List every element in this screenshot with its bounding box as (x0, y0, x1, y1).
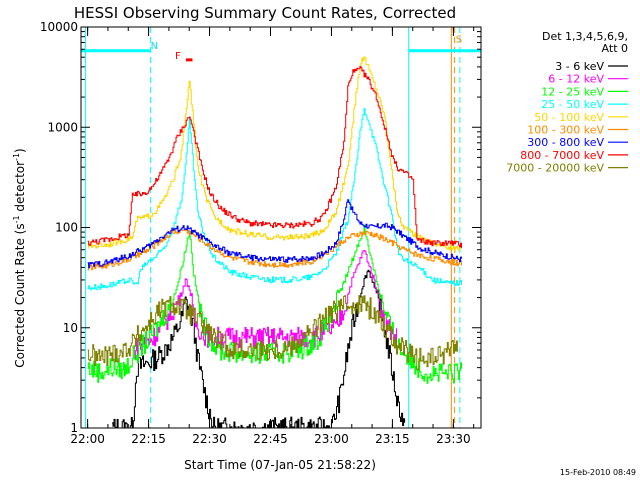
legend-label-5: 100 - 300 keV (527, 124, 604, 137)
series-line-0 (112, 269, 406, 428)
ylabel-sup2: -1 (12, 153, 21, 161)
legend-label-6: 300 - 800 keV (527, 136, 604, 149)
legend-label-7: 800 - 7000 keV (520, 149, 604, 162)
annotation-S: S (456, 35, 462, 46)
ylabel-main: Corrected Count Rate (s (13, 223, 27, 367)
chart-title: HESSI Observing Summary Count Rates, Cor… (74, 4, 456, 22)
y-axis-label: Corrected Count Rate (s-1 detector-1) (12, 148, 27, 367)
series-line-6 (87, 199, 462, 269)
series-line-3 (87, 108, 462, 291)
y-tick-label: 1000 (47, 120, 78, 134)
legend-label-3: 25 - 50 keV (541, 98, 604, 111)
y-tick-label: 100 (55, 221, 78, 235)
y-tick-label: 1 (70, 421, 78, 435)
x-tick-label: 22:45 (253, 432, 288, 446)
ylabel-mid: detector (13, 161, 27, 216)
annotation-F: F (175, 51, 181, 62)
legend-label-2: 12 - 25 keV (541, 85, 604, 98)
x-tick-label: 22:15 (131, 432, 166, 446)
legend-header-2: Att 0 (602, 42, 628, 55)
x-tick-label: 23:30 (436, 432, 471, 446)
plot-area: N F S 1 10 100 1000 10000 22:00 22:15 22:30 22:45 23… (40, 20, 482, 446)
series-line-7 (87, 66, 462, 248)
series-line-8 (87, 295, 458, 371)
series-line-5 (87, 228, 462, 271)
legend-label-1: 6 - 12 keV (548, 73, 604, 86)
y-tick-label: 10 (63, 321, 78, 335)
legend-header-1: Det 1,3,4,5,6,9, (542, 30, 628, 43)
x-tick-label: 22:30 (192, 432, 227, 446)
x-tick-label: 23:00 (314, 432, 349, 446)
x-axis-label: Start Time (07-Jan-05 21:58:22) (184, 458, 376, 472)
y-tick-label: 10000 (40, 20, 78, 34)
legend-label-0: 3 - 6 keV (555, 60, 604, 73)
series-line-4 (87, 56, 462, 251)
legend-label-8: 7000 - 20000 keV (506, 162, 604, 175)
ylabel-sup1: -1 (12, 215, 21, 223)
annotation-N: N (151, 41, 158, 52)
x-tick-label: 22:00 (70, 432, 105, 446)
ylabel-end: ) (13, 148, 27, 153)
legend-label-4: 50 - 100 keV (534, 111, 604, 124)
svg-text:Corrected Count Rate (s-1 dete: Corrected Count Rate (s-1 detector-1) (12, 148, 27, 367)
footer-timestamp: 15-Feb-2010 08:49 (560, 468, 636, 477)
x-tick-label: 23:15 (375, 432, 410, 446)
